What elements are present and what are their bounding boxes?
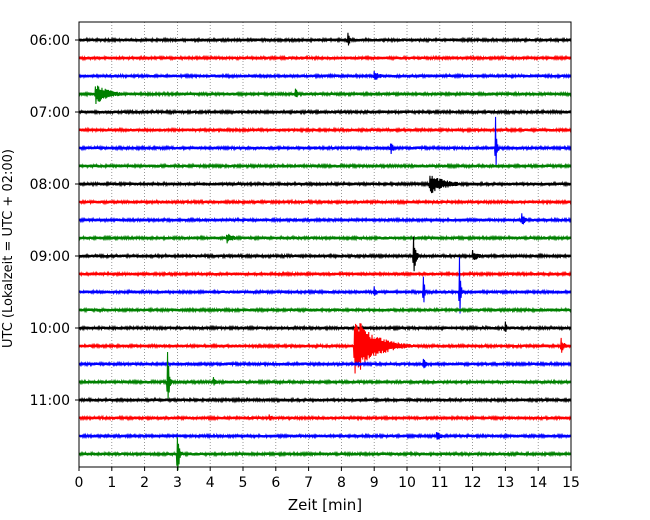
seismic-trace [78, 54, 572, 62]
plot-frame [78, 21, 572, 468]
y-tick-label: 06:00 [30, 33, 70, 49]
y-axis-label: UTC (Lokalzeit = UTC + 02:00) [1, 149, 16, 348]
seismic-trace [78, 351, 572, 401]
seismic-trace [78, 85, 572, 104]
seismic-trace [78, 70, 572, 80]
seismic-trace [78, 233, 572, 244]
seismic-trace [78, 306, 572, 314]
x-tick-label: 7 [304, 475, 313, 491]
seismic-trace [78, 358, 572, 369]
x-tick-label: 0 [75, 475, 84, 491]
seismic-trace [78, 32, 572, 46]
x-axis-label: Zeit [min] [288, 496, 362, 514]
x-tick-label: 13 [496, 475, 514, 491]
seismic-trace [78, 414, 572, 422]
x-tick-label: 8 [337, 475, 346, 491]
seismic-trace [78, 396, 572, 404]
seismic-trace [78, 116, 572, 166]
x-tick-label: 4 [206, 475, 215, 491]
x-tick-label: 1 [107, 475, 116, 491]
x-axis-ticks: 0 1 2 3 4 5 6 7 8 9 10 11 12 13 14 15 [75, 467, 580, 491]
y-tick-label: 08:00 [30, 177, 70, 193]
x-tick-label: 12 [464, 475, 482, 491]
seismic-trace [78, 437, 572, 471]
y-axis-ticks: 06:00 07:00 08:00 09:00 10:00 11:00 [30, 33, 79, 409]
seismic-trace [78, 323, 572, 374]
x-tick-label: 10 [398, 475, 416, 491]
y-tick-label: 07:00 [30, 105, 70, 121]
seismic-traces [78, 32, 572, 471]
seismic-trace [78, 321, 572, 332]
x-tick-label: 15 [562, 475, 580, 491]
seismic-trace [78, 108, 572, 116]
grid-lines [111, 22, 539, 467]
x-tick-label: 3 [173, 475, 182, 491]
seismic-trace [78, 257, 572, 314]
seismic-trace [78, 175, 572, 194]
seismic-trace [78, 432, 572, 440]
y-tick-label: 09:00 [30, 249, 70, 265]
seismic-trace [78, 270, 572, 278]
seismic-trace [78, 126, 572, 134]
x-tick-label: 9 [370, 475, 379, 491]
seismic-trace [78, 213, 572, 225]
x-tick-label: 6 [271, 475, 280, 491]
y-tick-label: 11:00 [30, 393, 70, 409]
seismic-trace [78, 198, 572, 206]
x-tick-label: 11 [431, 475, 449, 491]
seismic-trace [78, 162, 572, 170]
x-tick-label: 14 [529, 475, 547, 491]
seismic-trace [78, 236, 572, 272]
x-tick-label: 2 [140, 475, 149, 491]
y-tick-label: 10:00 [30, 321, 70, 337]
x-tick-label: 5 [239, 475, 248, 491]
